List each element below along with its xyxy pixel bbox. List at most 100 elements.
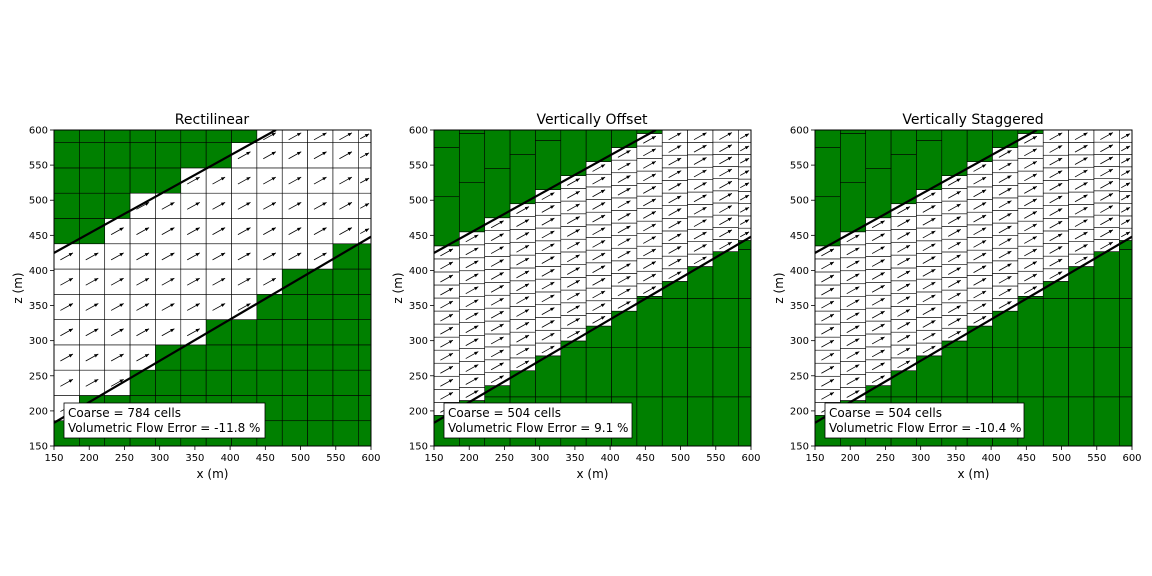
axes-frame xyxy=(53,129,372,447)
flow-arrow xyxy=(465,299,479,308)
flow-arrow xyxy=(1049,195,1063,204)
flow-arrow xyxy=(490,259,504,267)
flow-arrow xyxy=(871,362,885,371)
flow-arrow xyxy=(1074,181,1088,190)
inactive-cell xyxy=(1093,347,1120,398)
inactive-cell xyxy=(966,325,993,348)
inactive-cell xyxy=(661,298,688,348)
flow-arrow xyxy=(617,238,631,246)
aquifer-bottom-line xyxy=(815,235,1132,424)
inactive-cell xyxy=(1093,251,1120,299)
flow-arrow xyxy=(1121,145,1131,152)
y-tick-label: 150 xyxy=(409,442,428,453)
inactive-cell xyxy=(358,294,371,320)
flow-arrow xyxy=(693,244,707,252)
flow-arrow xyxy=(897,334,911,343)
flow-arrow xyxy=(1074,194,1088,203)
flow-arrow xyxy=(719,229,733,238)
aquifer-top-line xyxy=(54,130,277,254)
flow-arrow xyxy=(1049,182,1063,191)
inactive-cell xyxy=(661,347,688,398)
flow-arrow xyxy=(643,173,657,182)
flow-arrow xyxy=(871,297,885,306)
inactive-cell xyxy=(840,133,867,183)
flow-arrow xyxy=(617,288,631,297)
flow-arrow xyxy=(1024,211,1038,219)
panel-title: Vertically Staggered xyxy=(902,112,1043,128)
y-tick-label: 150 xyxy=(790,442,809,453)
flow-arrow xyxy=(740,157,750,164)
inactive-cell xyxy=(358,395,371,422)
flow-arrow xyxy=(110,303,124,311)
flow-arrow xyxy=(998,200,1012,209)
inactive-cell xyxy=(180,142,207,169)
flow-arrow xyxy=(541,281,555,290)
flow-arrow xyxy=(643,148,657,157)
active-cell xyxy=(129,192,156,219)
y-tick-label: 450 xyxy=(409,231,428,242)
flow-arrow xyxy=(85,328,99,337)
inactive-cell xyxy=(54,192,80,219)
inactive-cell xyxy=(155,142,182,169)
flow-arrow xyxy=(566,330,580,339)
flow-arrow xyxy=(1074,206,1088,215)
flow-arrow xyxy=(237,277,251,286)
flow-arrow xyxy=(719,205,733,213)
flow-arrow xyxy=(136,328,150,337)
flow-arrow xyxy=(821,248,835,257)
flow-arrow xyxy=(60,277,74,286)
flow-arrow xyxy=(1074,144,1088,153)
flow-arrow xyxy=(693,157,707,165)
flow-arrow xyxy=(541,320,555,328)
inactive-cell xyxy=(307,369,334,396)
inactive-cell xyxy=(332,344,359,371)
flow-arrow xyxy=(592,164,606,172)
flow-arrow xyxy=(60,378,74,387)
flow-arrow xyxy=(1024,248,1038,257)
inactive-cell xyxy=(358,369,371,396)
flow-arrow xyxy=(1074,132,1088,141)
flow-arrow xyxy=(922,217,936,226)
flow-arrow xyxy=(668,170,682,179)
flow-arrow xyxy=(212,201,226,210)
flow-arrow xyxy=(490,349,504,358)
flow-arrow xyxy=(237,252,251,261)
flow-arrow xyxy=(998,225,1012,234)
flow-arrow xyxy=(1049,170,1063,179)
inactive-cell xyxy=(1017,347,1044,398)
flow-arrow xyxy=(973,277,987,286)
flow-arrow xyxy=(161,227,175,235)
annotation-frame xyxy=(443,402,633,439)
flow-arrow xyxy=(740,133,750,139)
plot-area xyxy=(815,130,1132,446)
inactive-cell xyxy=(281,369,308,396)
flow-arrow xyxy=(1074,244,1088,252)
x-tick-label: 600 xyxy=(741,453,760,464)
flow-arrow xyxy=(339,227,353,235)
flow-arrow xyxy=(592,202,606,210)
inactive-cell xyxy=(332,268,359,295)
flow-arrow xyxy=(288,176,302,185)
inactive-cell xyxy=(205,369,232,396)
inactive-cell xyxy=(712,251,739,299)
inactive-cell xyxy=(79,130,106,143)
inactive-cell xyxy=(205,130,232,143)
flow-arrow xyxy=(922,205,936,213)
flow-arrow xyxy=(263,176,277,185)
x-tick-label: 300 xyxy=(150,453,169,464)
flow-arrow xyxy=(516,334,530,343)
flow-arrow xyxy=(668,145,682,153)
x-tick-label: 250 xyxy=(115,453,134,464)
flow-arrow xyxy=(313,252,327,261)
x-tick-label: 450 xyxy=(256,453,275,464)
inactive-cell xyxy=(1068,396,1095,446)
flow-arrow xyxy=(617,187,631,196)
inactive-cell xyxy=(916,140,943,190)
flow-arrow xyxy=(740,206,750,213)
flow-arrow xyxy=(821,274,835,283)
flow-arrow xyxy=(897,206,911,215)
flow-arrow xyxy=(846,325,860,333)
inactive-cell xyxy=(636,396,663,446)
flow-arrow xyxy=(1121,133,1131,139)
inactive-cell xyxy=(585,347,612,398)
